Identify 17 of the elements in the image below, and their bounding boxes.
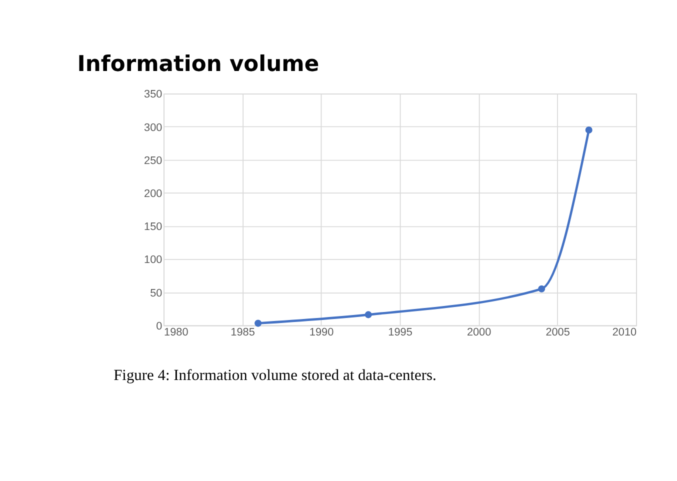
x-tick-label: 2010 bbox=[612, 326, 637, 339]
x-tick-label: 1990 bbox=[309, 326, 334, 339]
y-tick-label: 350 bbox=[144, 88, 162, 101]
y-tick-label: 150 bbox=[144, 221, 162, 234]
y-tick-label: 250 bbox=[144, 154, 162, 167]
x-tick-label: 1995 bbox=[388, 326, 412, 339]
chart-title: Information volume bbox=[77, 52, 320, 77]
x-tick-label: 1985 bbox=[230, 326, 255, 339]
caption: Figure 4: Information volume stored at data-centers. bbox=[114, 366, 436, 384]
y-tick-label: 300 bbox=[144, 122, 162, 134]
x-tick-label: 2005 bbox=[546, 326, 570, 339]
y-tick-label: 50 bbox=[150, 287, 162, 300]
y-tick-label: 0 bbox=[156, 320, 162, 332]
y-tick-label: 100 bbox=[144, 254, 162, 266]
x-tick-label: 2000 bbox=[466, 326, 492, 339]
x-tick-label: 1980 bbox=[164, 326, 188, 339]
y-tick-label: 200 bbox=[144, 188, 162, 200]
